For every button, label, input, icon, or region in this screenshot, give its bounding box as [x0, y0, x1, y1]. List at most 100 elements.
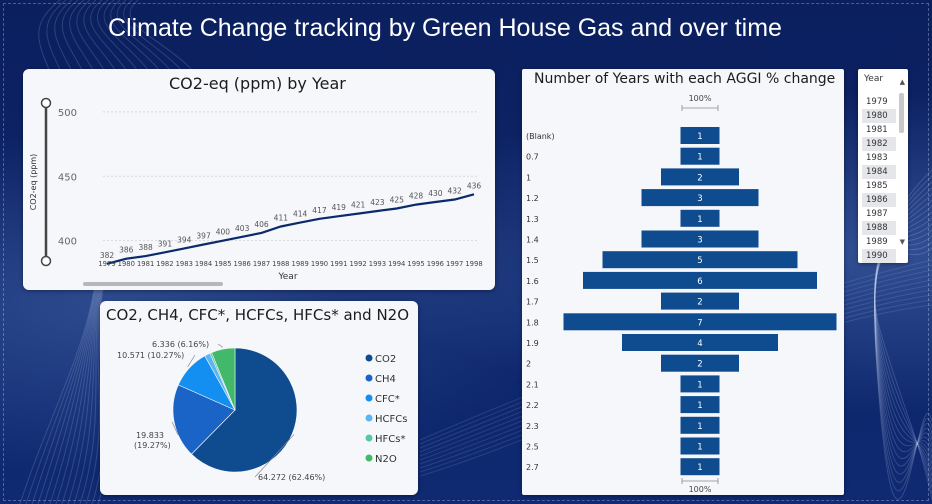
pie-chart-title: CO2, CH4, CFC*, HCFCs, HFCs* and N2O: [106, 306, 410, 324]
slicer-scrollbar[interactable]: [899, 91, 904, 251]
line-chart-card[interactable]: CO2-eq (ppm) by Year CO2-eq (ppm) 400 450 5…: [23, 69, 495, 290]
legend-item-co2: CO2: [375, 354, 396, 365]
pie-leader-line: [187, 354, 196, 367]
data-label: 403: [235, 224, 250, 233]
funnel-bar-label: 1: [697, 380, 702, 390]
y-axis-label: CO2-eq (ppm): [29, 154, 38, 211]
funnel-chart-card[interactable]: Number of Years with each AGGI % change …: [522, 69, 844, 495]
x-tick-label: 1983: [176, 260, 193, 268]
x-tick-label: 1980: [118, 260, 135, 268]
pie-leader-line: [217, 343, 223, 348]
slicer-item-1983[interactable]: 1983: [866, 153, 888, 163]
data-label: 391: [158, 239, 173, 248]
slicer-item-1981[interactable]: 1981: [866, 125, 888, 135]
slicer-list[interactable]: 1979 1980 1981 1982 1983 1984 1985 1986 1987 1988…: [862, 95, 896, 263]
x-tick-label: 1981: [137, 260, 154, 268]
funnel-bar: [680, 396, 720, 414]
year-slicer[interactable]: Year ▲ 1979 1980 1981 1982 1983 1984 1985 1986 1…: [858, 69, 908, 263]
funnel-category-label: 1.2: [526, 194, 539, 203]
slicer-item-1984[interactable]: 1984: [862, 165, 896, 179]
series-line: [106, 193, 475, 265]
funnel-bar-label: 7: [697, 318, 702, 328]
pie-leader-line: [254, 434, 295, 478]
funnel-bar-label: 1: [697, 463, 702, 473]
pie-data-label: 10.571 (10.27%): [117, 351, 184, 360]
funnel-bar: [602, 251, 798, 269]
x-tick-label: 1995: [407, 260, 424, 268]
pie-chart-card[interactable]: CO2, CH4, CFC*, HCFCs, HFCs* and N2O 64.…: [100, 301, 418, 495]
slicer-item-1989[interactable]: 1989: [866, 237, 888, 247]
funnel-category-label: 2.7: [526, 463, 539, 472]
slicer-item-1990[interactable]: 1990: [862, 249, 896, 263]
funnel-category-label: 1.4: [526, 236, 539, 245]
data-label: 388: [138, 243, 153, 252]
x-tick-label: 1996: [427, 260, 444, 268]
funnel-category-label: 1.8: [526, 318, 539, 327]
horizontal-scrollbar: [83, 282, 223, 286]
funnel-category-label: 1: [526, 173, 531, 182]
funnel-category-label: 1.9: [526, 339, 539, 348]
funnel-top-percent: 100%: [689, 94, 712, 103]
funnel-bar-label: 2: [697, 298, 702, 308]
funnel-category-label: 1.7: [526, 298, 539, 307]
pie-data-label: 6.336 (6.16%): [152, 340, 209, 349]
slicer-item-1979[interactable]: 1979: [866, 97, 888, 107]
slicer-item-1985[interactable]: 1985: [866, 181, 888, 191]
x-tick-label: 1991: [330, 260, 347, 268]
funnel-category-label: 2: [526, 360, 531, 369]
funnel-bar: [680, 127, 720, 144]
funnel-category-label: 2.5: [526, 443, 539, 452]
data-label: 411: [274, 214, 289, 223]
chevron-down-icon[interactable]: ▼: [899, 238, 905, 246]
chevron-up-icon[interactable]: ▲: [899, 78, 905, 86]
data-label: 430: [428, 189, 443, 198]
funnel-bar: [583, 271, 817, 289]
funnel-bar-label: 1: [697, 443, 702, 453]
funnel-bar: [661, 354, 739, 372]
slicer-item-1986[interactable]: 1986: [862, 193, 896, 207]
funnel-bar: [661, 292, 739, 310]
pie-data-label-value: 19.833: [136, 431, 164, 440]
data-label: 419: [332, 203, 347, 212]
legend-marker: [365, 394, 373, 402]
funnel-bar: [641, 230, 759, 248]
data-label: 394: [177, 235, 192, 244]
funnel-bar: [680, 416, 720, 434]
data-label: 421: [351, 201, 366, 210]
line-chart[interactable]: CO2-eq (ppm) 400 450 500 382 386 388 391 394 397 4…: [23, 69, 495, 290]
y-range-slider-handle-top: [40, 97, 52, 109]
legend-marker: [365, 454, 373, 462]
funnel-category-label: 2.2: [526, 401, 539, 410]
funnel-category-label: 2.1: [526, 380, 539, 389]
funnel-bar-label: 2: [697, 173, 702, 183]
legend-marker: [365, 414, 373, 422]
funnel-bar-label: 1: [697, 153, 702, 163]
funnel-bar-label: 5: [697, 256, 702, 266]
data-label: 425: [390, 195, 405, 204]
x-tick-label: 1994: [388, 260, 405, 268]
funnel-bar-label: 4: [697, 339, 702, 349]
legend-marker: [365, 374, 373, 382]
y-tick-label: 450: [58, 172, 77, 183]
funnel-bar-label: 3: [697, 194, 702, 204]
slicer-item-1982[interactable]: 1982: [862, 137, 896, 151]
slicer-scroll-thumb[interactable]: [899, 93, 904, 133]
funnel-bar: [680, 458, 720, 476]
funnel-chart[interactable]: 100% 100% (Blank) 1 0.7 1 1 2 1.2 3 1.3 1 1.4 3 1.5 5 1.…: [522, 69, 844, 495]
slicer-item-1980[interactable]: 1980: [862, 109, 896, 123]
line-chart-title: CO2-eq (ppm) by Year: [169, 74, 346, 93]
legend-item-n2o: N2O: [375, 454, 397, 465]
slicer-item-1987[interactable]: 1987: [866, 209, 888, 219]
y-tick-label: 400: [58, 237, 77, 248]
funnel-bar: [680, 375, 720, 393]
x-tick-label: 1992: [349, 260, 366, 268]
data-label: 428: [409, 192, 424, 201]
data-label: 382: [100, 251, 115, 260]
slicer-item-1988[interactable]: 1988: [862, 221, 896, 235]
legend-item-ch4: CH4: [375, 374, 396, 385]
funnel-bottom-percent: 100%: [689, 485, 712, 494]
pie-chart[interactable]: 64.272 (62.46%) 19.833 (19.27%) 10.571 (10.…: [100, 301, 418, 495]
x-tick-label: 1993: [369, 260, 386, 268]
y-range-slider-handle-bottom: [40, 255, 52, 267]
y-tick-label: 500: [58, 108, 77, 119]
